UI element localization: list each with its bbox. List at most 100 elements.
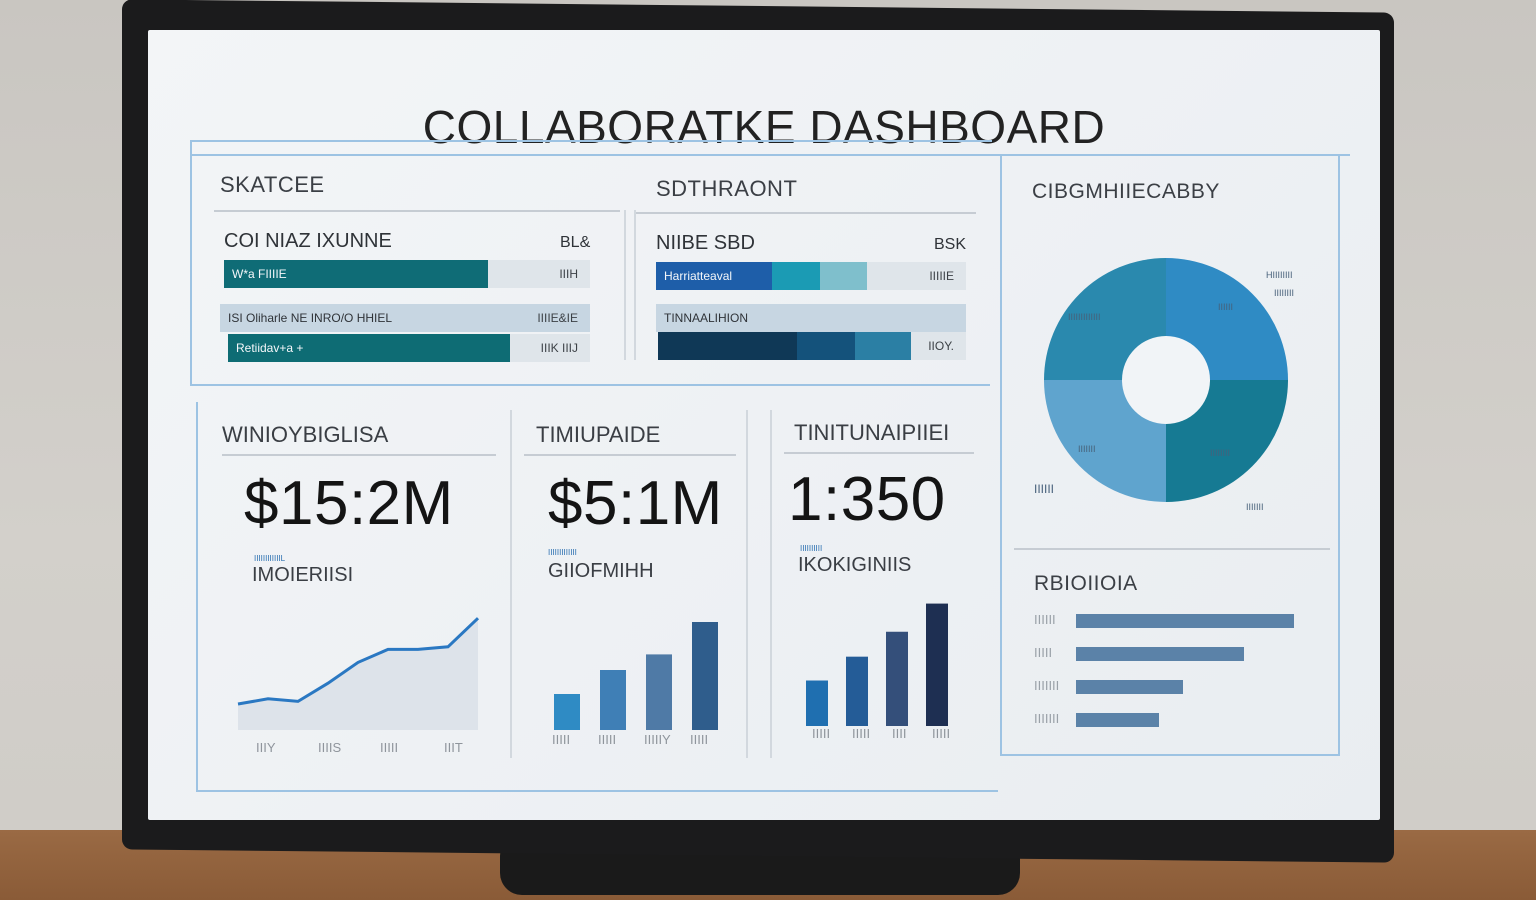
left-row-value: BL& <box>560 234 591 251</box>
left-bar-1-end: IIIH <box>559 267 578 281</box>
card-divider-3 <box>770 410 772 758</box>
dashboard-title: COLLABORATKE DASHBOARD <box>422 101 1106 153</box>
mid-top-rule <box>636 212 976 214</box>
card-1-tick: IIIII <box>380 740 399 755</box>
bar <box>806 680 828 726</box>
left-bar-3-fill <box>228 334 511 362</box>
left-bar-2-fill <box>220 304 590 332</box>
bar <box>886 631 908 726</box>
mid-row-value: BSK <box>934 236 967 253</box>
top-vertical-divider-2 <box>634 210 636 360</box>
top-left-panel <box>190 140 992 386</box>
left-bar-1[interactable]: W*a FIIIIE IIIH <box>224 260 590 288</box>
hbar-label: IIIII <box>1034 645 1053 660</box>
bar-segment <box>658 332 797 360</box>
card-2-rule <box>524 454 736 456</box>
dashboard-screen: COLLABORATKE DASHBOARD SKATCEE COI NIAZ … <box>148 30 1380 820</box>
card-1-tick: IIIIS <box>318 740 342 755</box>
card-3-tick: IIII <box>892 726 907 741</box>
section-label-mid: SDTHRAONT <box>656 176 798 201</box>
left-bar-3-end: IIIK IIIJ <box>540 341 578 355</box>
card-divider-1 <box>510 410 512 758</box>
mid-bar-2[interactable]: TINNAALIHION <box>656 304 966 332</box>
line-area <box>238 618 478 730</box>
bar <box>926 603 948 726</box>
left-bar-3-text: Retiidav+a + <box>236 341 304 355</box>
donut-label: IIIIIII <box>1246 502 1264 512</box>
card-3-label: TINITUNAIPIIEI <box>794 420 950 445</box>
left-bar-2-text: ISI Oliharle NE INRO/O HHIEL <box>228 311 393 325</box>
top-panel-bottom-rule <box>190 384 990 386</box>
card-2-mini: IIIIIIIIIIIII <box>548 548 577 557</box>
card-2-label: TIMIUPAIDE <box>536 422 661 447</box>
section-label-right: CIBGMHIIECABBY <box>1032 180 1220 203</box>
mid-bar-1[interactable]: Harriatteaval IIIIIE <box>656 262 966 290</box>
mid-row-label: NIIBE SBD <box>656 232 755 254</box>
section-label-right-bottom: RBIOIIOIA <box>1034 572 1138 595</box>
card-2-sub: GIIOFMIHH <box>548 560 654 582</box>
left-bar-2-end: IIIIE&IE <box>537 311 578 325</box>
bar <box>600 670 626 730</box>
hbar-label: IIIIIII <box>1034 711 1060 726</box>
card-3-tick: IIIII <box>852 726 871 741</box>
card-1-value: $15:2M <box>244 469 454 538</box>
card-1-mini: IIIIIIIIIIIIL <box>254 554 286 563</box>
donut-hole <box>1122 336 1210 424</box>
card-2-tick: IIIII <box>690 732 709 747</box>
bar-segment <box>854 332 911 360</box>
card-3-bar-chart <box>806 603 948 726</box>
card-1-line-chart <box>237 617 480 730</box>
card-1-label: WINIOYBIGLISA <box>222 422 389 447</box>
mid-bar-2-text: TINNAALIHION <box>664 311 749 325</box>
card-1-rule <box>222 454 496 456</box>
left-bar-1-text: W*a FIIIIE <box>232 267 287 281</box>
card-2-bar-chart <box>554 622 718 730</box>
hbar <box>1076 614 1294 628</box>
bar-segment <box>771 262 821 290</box>
bar-segment <box>656 262 772 290</box>
left-top-rule <box>214 210 620 212</box>
card-3-tick: IIIII <box>932 726 951 741</box>
hbar <box>1076 680 1183 694</box>
card-1-tick: IIIY <box>256 740 276 755</box>
hbar-label: IIIIIII <box>1034 678 1060 693</box>
donut-chart <box>1044 258 1288 502</box>
bar <box>846 656 868 726</box>
hbar-label: IIIIII <box>1034 612 1056 627</box>
card-2-value: $5:1M <box>548 469 723 538</box>
left-bar-3[interactable]: Retiidav+a + IIIK IIIJ <box>228 334 590 362</box>
mid-bar-3-end: IIOY. <box>928 339 954 353</box>
bottom-panel-border <box>196 402 998 792</box>
donut-label: IIIIIIII <box>1274 288 1295 298</box>
left-bar-2[interactable]: ISI Oliharle NE INRO/O HHIEL IIIIE&IE <box>220 304 590 332</box>
card-2-tick: IIIII <box>552 732 571 747</box>
donut-label: IIIIIIIIIIIII <box>1068 312 1101 322</box>
bar <box>646 654 672 730</box>
donut-label: IIIIIII <box>1078 444 1096 454</box>
right-panel <box>1000 156 1340 756</box>
left-bar-1-fill <box>224 260 488 288</box>
donut-label: IIIIIIII <box>1210 448 1231 458</box>
card-2-tick: IIIIIY <box>644 732 671 747</box>
card-1-sub: IMOIERIISI <box>252 564 354 586</box>
right-divider <box>1014 548 1330 550</box>
line-series <box>237 617 480 706</box>
mid-bar-1-fill <box>656 262 867 290</box>
card-1-tick: IIIT <box>444 740 463 755</box>
mid-bar-1-end: IIIIIE <box>929 269 954 283</box>
donut-label: HIIIIIIII <box>1266 270 1293 280</box>
card-3-tick: IIIII <box>812 726 831 741</box>
card-3-rule <box>784 452 974 454</box>
mid-bar-3[interactable]: IIOY. <box>658 332 966 360</box>
card-3-sub: IKOKIGINIIS <box>798 554 912 576</box>
card-3-value: 1:350 <box>788 465 946 534</box>
bar <box>692 622 718 730</box>
mid-bar-2-fill <box>656 304 966 332</box>
donut-label: IIIIII <box>1218 302 1234 312</box>
top-vertical-divider <box>624 210 626 360</box>
mid-bar-3-fill <box>658 332 911 360</box>
section-label-left: SKATCEE <box>220 172 325 197</box>
hbar <box>1076 713 1159 727</box>
card-2-tick: IIIII <box>598 732 617 747</box>
bar <box>554 694 580 730</box>
